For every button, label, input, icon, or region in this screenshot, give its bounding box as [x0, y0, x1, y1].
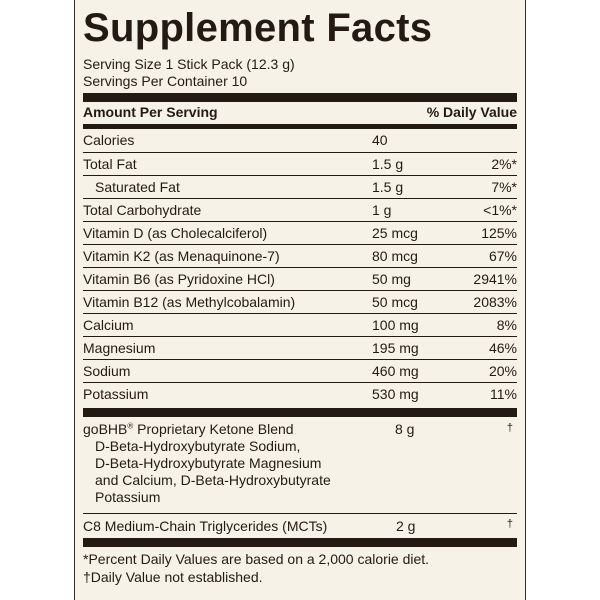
nutrient-name: Calories	[83, 132, 135, 148]
blend-ingredient-line: and Calcium, D-Beta-Hydroxybutyrate	[95, 472, 331, 488]
daily-value-header: % Daily Value	[426, 104, 517, 120]
nutrient-amount: 1.5 g	[372, 179, 404, 195]
supplement-facts-panel: Supplement Facts Serving Size 1 Stick Pa…	[74, 0, 526, 600]
nutrient-row: Magnesium 195 mg 46%	[83, 336, 517, 360]
nutrient-amount: 50 mg	[372, 271, 411, 287]
nutrient-row: Calories 40	[83, 129, 517, 152]
divider-under-header	[83, 124, 517, 129]
nutrient-row: Potassium 530 mg 11%	[83, 382, 517, 406]
nutrient-amount: 50 mcg	[372, 294, 418, 310]
thick-divider-top	[83, 93, 517, 102]
nutrient-name: Vitamin B12 (as Methylcobalamin)	[83, 294, 296, 310]
nutrient-amount: 195 mg	[372, 340, 419, 356]
footnote-daily-values: *Percent Daily Values are based on a 2,0…	[83, 551, 430, 567]
mct-dagger: †	[506, 518, 513, 530]
mct-amount: 2 g	[396, 518, 416, 534]
nutrient-daily-value: <1%*	[483, 202, 517, 218]
nutrient-row: Vitamin D (as Cholecalciferol) 25 mcg 125%	[83, 221, 517, 245]
nutrient-name: Total Fat	[83, 156, 137, 172]
nutrient-amount: 460 mg	[372, 363, 419, 379]
nutrient-row: Total Fat 1.5 g 2%*	[83, 152, 517, 176]
nutrient-row: Saturated Fat 1.5 g 7%*	[83, 175, 517, 199]
blend-name: goBHB® Proprietary Ketone Blend	[83, 421, 294, 437]
nutrient-row: Calcium 100 mg 8%	[83, 313, 517, 337]
nutrient-daily-value: 7%*	[491, 179, 517, 195]
nutrient-amount: 1 g	[372, 202, 392, 218]
blend-ingredient-line: D-Beta-Hydroxybutyrate Magnesium	[95, 455, 322, 471]
nutrient-amount: 25 mcg	[372, 225, 418, 241]
thick-divider-bottom	[83, 538, 517, 547]
nutrient-row: Vitamin K2 (as Menaquinone-7) 80 mcg 67%	[83, 244, 517, 268]
nutrient-daily-value: 20%	[488, 363, 517, 379]
nutrient-row: Total Carbohydrate 1 g <1%*	[83, 198, 517, 222]
servings-per-container: Servings Per Container 10	[83, 73, 248, 89]
thick-divider-middle	[83, 408, 517, 417]
mct-row: C8 Medium-Chain Triglycerides (MCTs) 2 g…	[83, 513, 517, 536]
blend-amount: 8 g	[395, 421, 415, 437]
nutrient-name: Vitamin K2 (as Menaquinone-7)	[83, 248, 280, 264]
nutrient-row: Sodium 460 mg 20%	[83, 359, 517, 383]
amount-per-serving-header: Amount Per Serving	[83, 104, 218, 120]
nutrient-daily-value: 2083%	[473, 294, 517, 310]
mct-name: C8 Medium-Chain Triglycerides (MCTs)	[83, 518, 328, 534]
nutrient-row: Vitamin B6 (as Pyridoxine HCl) 50 mg 2941%	[83, 267, 517, 291]
blend-ingredients: D-Beta-Hydroxybutyrate Sodium, D-Beta-Hy…	[95, 438, 331, 506]
nutrient-daily-value: 125%	[481, 225, 517, 241]
nutrient-daily-value: 11%	[490, 386, 517, 402]
nutrient-row: Vitamin B12 (as Methylcobalamin) 50 mcg 20…	[83, 290, 517, 314]
blend-dagger: †	[506, 422, 513, 434]
nutrient-daily-value: 2%*	[491, 156, 517, 172]
nutrient-daily-value: 8%	[496, 317, 517, 333]
nutrient-name: Total Carbohydrate	[83, 202, 202, 218]
nutrient-name: Calcium	[83, 317, 134, 333]
nutrient-name: Magnesium	[83, 340, 156, 356]
nutrient-name: Saturated Fat	[95, 179, 180, 195]
nutrient-daily-value: 46%	[488, 340, 517, 356]
facts-title: Supplement Facts	[83, 6, 433, 50]
nutrient-name: Vitamin D (as Cholecalciferol)	[83, 225, 268, 241]
nutrient-daily-value: 2941%	[473, 271, 517, 287]
nutrient-amount: 100 mg	[372, 317, 419, 333]
blend-ingredient-line: Potassium	[95, 489, 161, 505]
blend-ingredient-line: D-Beta-Hydroxybutyrate Sodium,	[95, 438, 301, 454]
nutrient-daily-value: 67%	[488, 248, 517, 264]
serving-size: Serving Size 1 Stick Pack (12.3 g)	[83, 56, 295, 72]
nutrient-name: Sodium	[83, 363, 131, 379]
nutrient-name: Potassium	[83, 386, 149, 402]
nutrient-amount: 80 mcg	[372, 248, 418, 264]
nutrient-name: Vitamin B6 (as Pyridoxine HCl)	[83, 271, 275, 287]
column-header: Amount Per Serving % Daily Value	[83, 104, 517, 122]
nutrient-amount: 1.5 g	[372, 156, 404, 172]
nutrient-amount: 530 mg	[372, 386, 419, 402]
footnote-not-established: †Daily Value not established.	[83, 569, 263, 585]
nutrient-amount: 40	[372, 132, 388, 148]
